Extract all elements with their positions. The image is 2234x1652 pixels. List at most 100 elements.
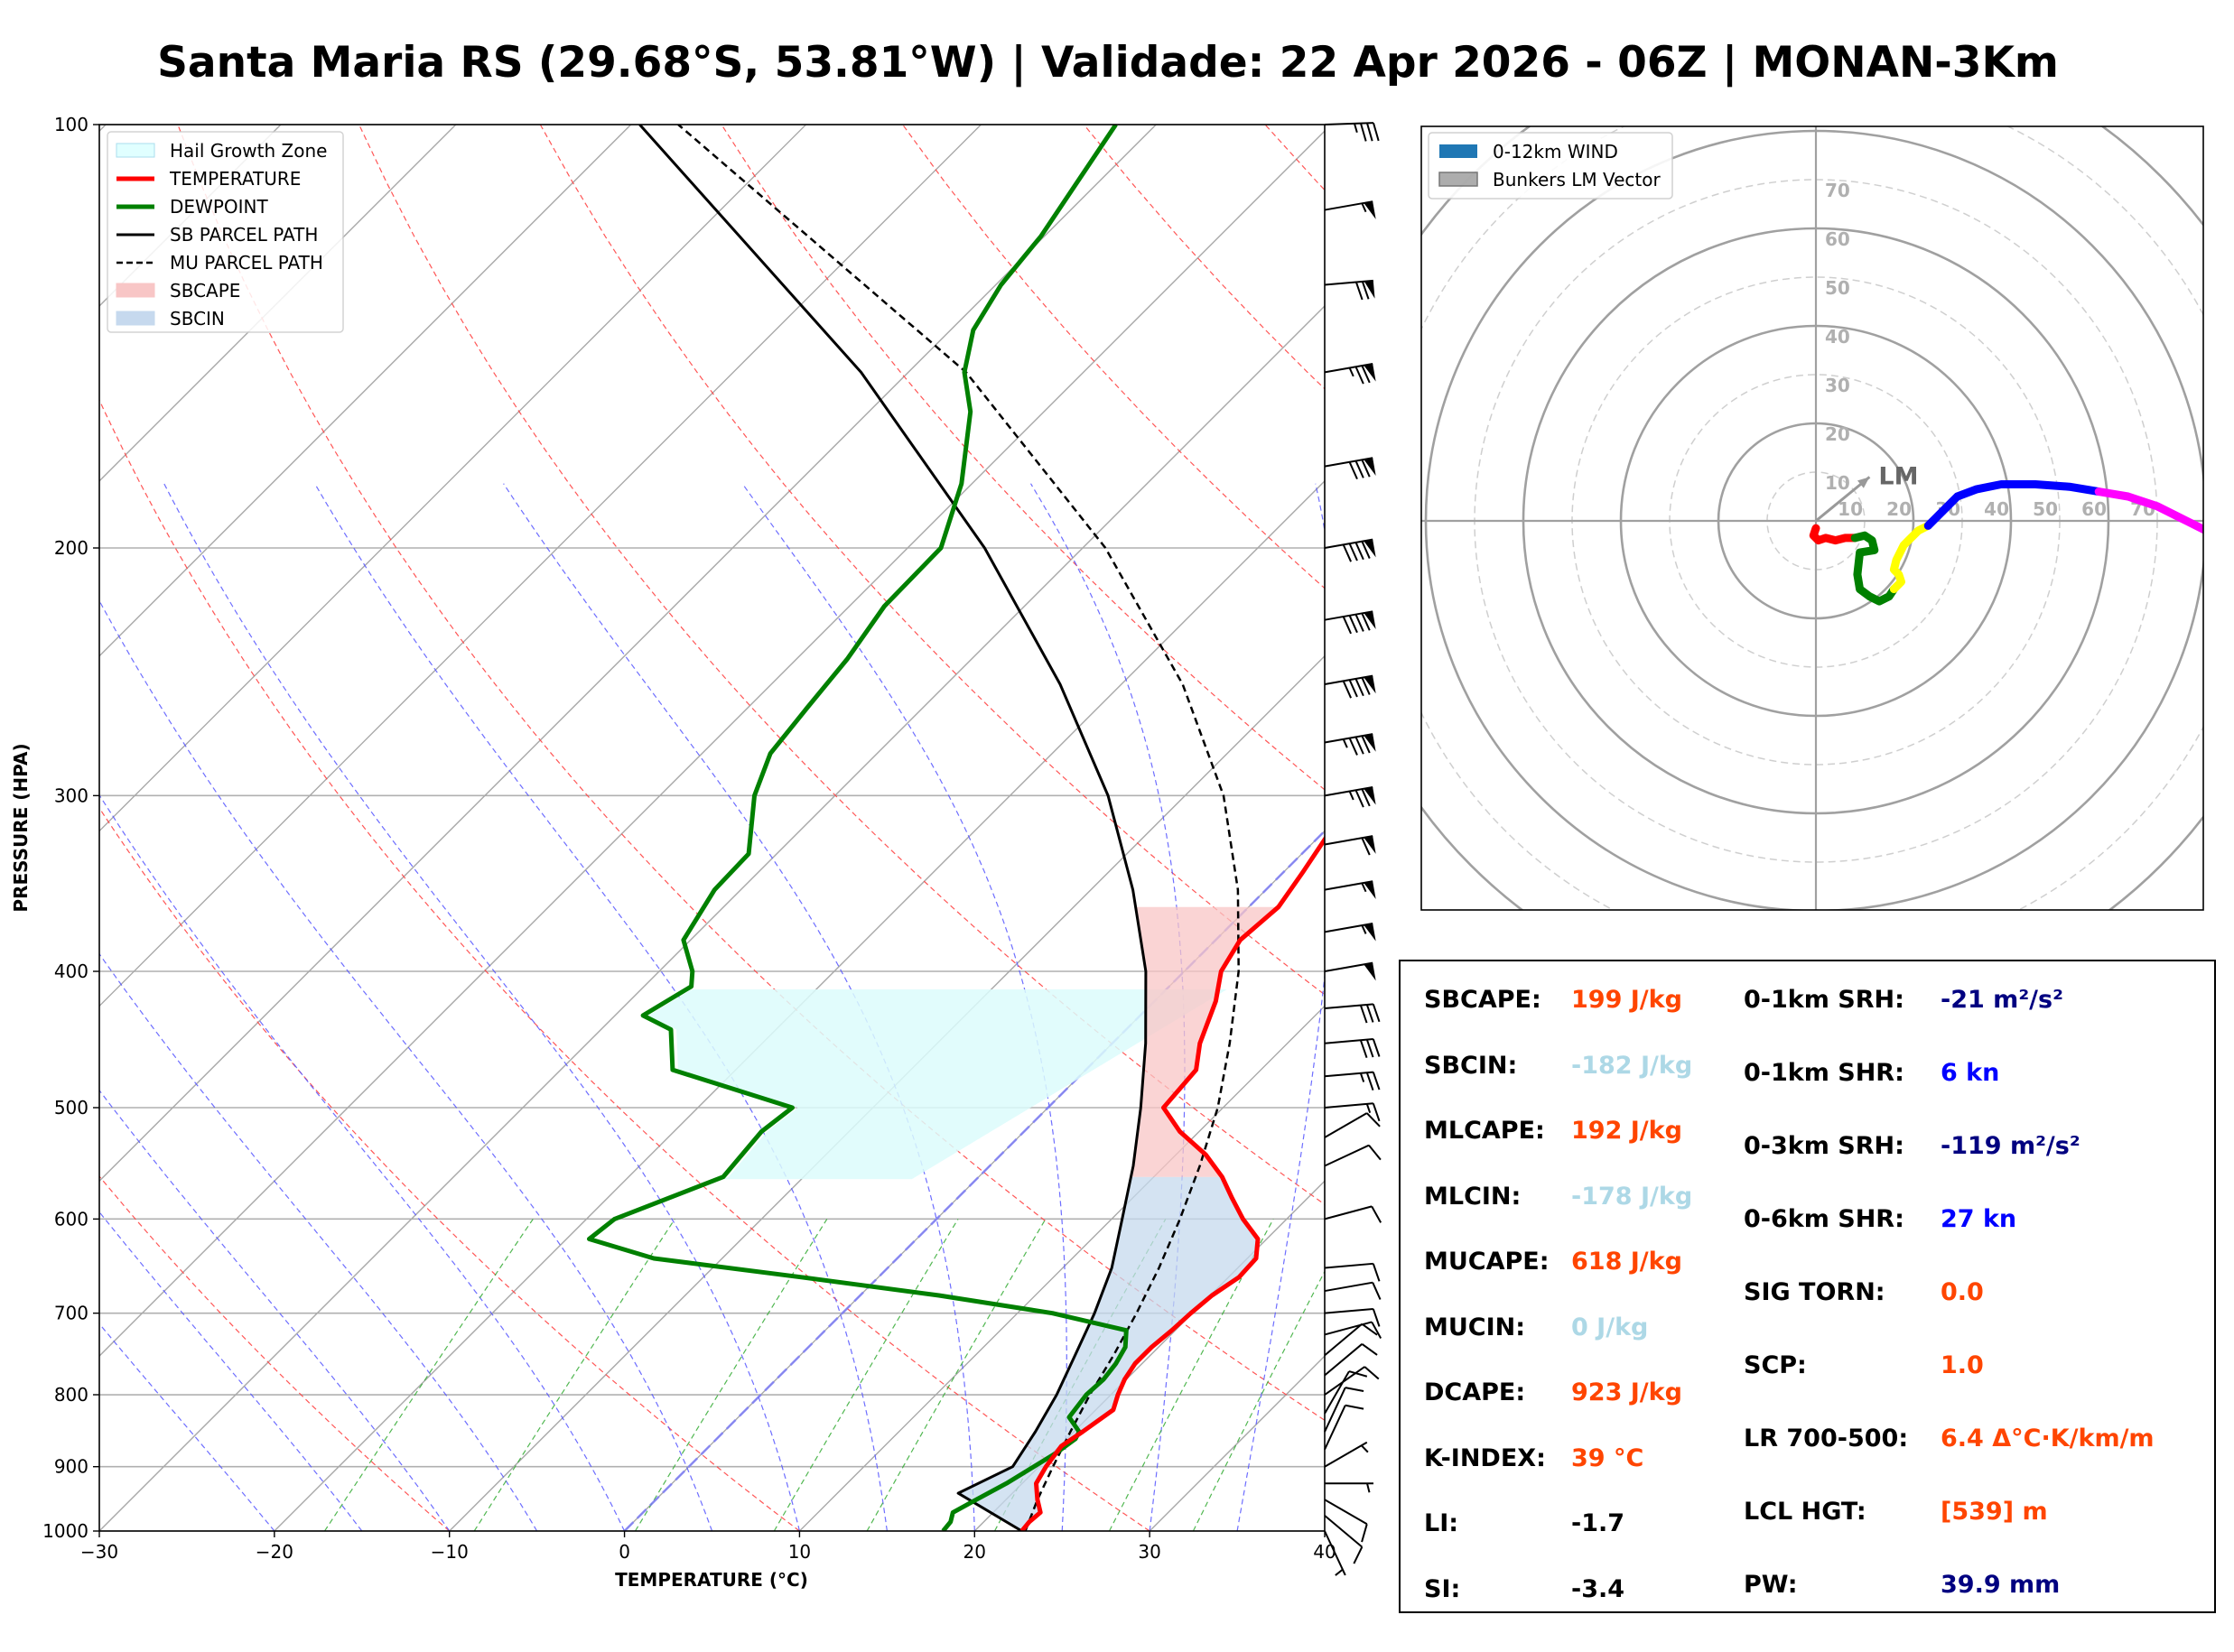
stat-label: MLCIN: [1424, 1182, 1522, 1211]
barb-full [1348, 679, 1358, 698]
x-tick-label: −10 [431, 1541, 469, 1563]
isotherm-line [99, 125, 982, 1007]
dry-adiabat [99, 398, 1150, 1531]
barb-full [1361, 1524, 1368, 1543]
barb-full [1342, 616, 1352, 635]
barb-staff [1324, 733, 1373, 744]
barb-full [1371, 1321, 1382, 1339]
barb-staff [1324, 1112, 1368, 1138]
barb-full [1361, 281, 1370, 300]
skew-t-background-lines [99, 125, 1325, 1531]
moist-adiabat [99, 1089, 451, 1531]
stat-label: LR 700-500: [1744, 1425, 1909, 1452]
stat-label: SCP: [1744, 1351, 1807, 1379]
legend-label: MU PARCEL PATH [170, 252, 323, 274]
hodo-legend-box [1428, 132, 1673, 200]
hodo-ring-label-x: 60 [2081, 498, 2107, 520]
barb-half [1342, 738, 1348, 748]
barb-full [1348, 738, 1358, 756]
barb-staff [1324, 1387, 1346, 1433]
barb-full [1372, 1263, 1381, 1282]
wind-barb [1324, 1038, 1381, 1059]
barb-full [1354, 789, 1364, 808]
barb-staff [1324, 362, 1373, 374]
sb-parcel-line [638, 125, 1148, 1531]
stats-panel: SBCAPE: 199 J/kg SBCIN: -182 J/kg MLCAPE: 192… [1399, 960, 2216, 1613]
barb-staff [1324, 1205, 1373, 1220]
skew-t-profiles [587, 125, 1325, 1531]
legend-swatch [116, 311, 155, 326]
barb-staff [1324, 1003, 1373, 1010]
stat-label: SI: [1424, 1574, 1461, 1603]
barb-staff [1324, 200, 1373, 211]
hodograph-legend: 0-12km WIND Bunkers LM Vector [1428, 132, 1673, 200]
dry-adiabat [539, 125, 1325, 996]
x-tick-label: 40 [1313, 1541, 1336, 1563]
wind-barb [1324, 1003, 1381, 1024]
wind-barb [1324, 835, 1376, 856]
skew-t-legend: Hail Growth Zone TEMPERATURE DEWPOINT SB PA… [107, 131, 344, 333]
x-tick-label: −20 [256, 1541, 293, 1563]
barb-full [1361, 541, 1371, 559]
barb-staff [1324, 1144, 1370, 1167]
x-tick-label: 10 [788, 1541, 811, 1563]
barb-staff [1324, 880, 1373, 891]
mixing-ratio-line [866, 1219, 1047, 1531]
hodo-segment [1889, 521, 1932, 594]
barb-full [1354, 736, 1364, 755]
barb-staff [1324, 1441, 1368, 1468]
hodo-segment [1850, 531, 1898, 606]
barb-full [1359, 1005, 1368, 1024]
wind-barbs [1324, 122, 1382, 1576]
barb-full [1361, 788, 1371, 807]
barb-staff [1324, 538, 1373, 549]
barb-flag [1364, 201, 1376, 219]
figure-title: Santa Maria RS (29.68°S, 53.81°W) | Vali… [157, 38, 2059, 88]
barb-full [1354, 542, 1364, 561]
isotherm-line [99, 125, 807, 832]
isotherm-line [99, 125, 1157, 1183]
wind-barb [1324, 1205, 1382, 1223]
barb-staff [1324, 1515, 1364, 1548]
barb-staff [1324, 1405, 1346, 1451]
barb-half [1354, 123, 1358, 134]
barb-full [1348, 543, 1358, 561]
moist-adiabat [163, 483, 800, 1531]
stat-value: 27 kn [1941, 1205, 2017, 1233]
stat-label: PW: [1744, 1571, 1798, 1599]
barb-flag [1364, 611, 1376, 630]
y-tick-label: 200 [54, 537, 88, 559]
wind-barb [1324, 1499, 1368, 1543]
wind-barb [1324, 200, 1376, 219]
barb-half [1361, 202, 1367, 213]
barb-flag [1364, 881, 1376, 899]
barb-half [1361, 924, 1367, 934]
stat-value: 192 J/kg [1571, 1117, 1682, 1145]
y-tick-label: 800 [54, 1384, 88, 1406]
barb-staff [1324, 1071, 1373, 1078]
x-tick-label: 20 [963, 1541, 986, 1563]
barb-half [1360, 1444, 1369, 1453]
legend-label: TEMPERATURE [169, 168, 301, 190]
hodo-segment [2094, 487, 2203, 534]
isotherm-line [99, 130, 1325, 1358]
dry-adiabat [177, 125, 1325, 1422]
wind-barb [1324, 674, 1376, 699]
hodo-ring-label-x: 50 [2033, 498, 2058, 520]
barb-full [1372, 1038, 1381, 1057]
barb-full [1348, 615, 1358, 634]
barb-staff [1324, 1366, 1365, 1396]
isotherm-line [99, 305, 1325, 1531]
barb-full [1371, 1205, 1382, 1223]
legend-label: SBCAPE [170, 280, 240, 302]
legend-swatch [116, 143, 155, 158]
barb-full [1361, 1343, 1378, 1356]
stat-value: 199 J/kg [1571, 986, 1682, 1014]
wind-barb [1324, 1530, 1346, 1576]
y-axis-label: PRESSURE (HPA) [10, 743, 32, 912]
isotherm-line [99, 125, 457, 482]
wind-barb [1324, 362, 1376, 385]
hodo-legend-label: Bunkers LM Vector [1493, 169, 1662, 190]
barb-flag [1364, 539, 1376, 558]
y-tick-label: 1000 [42, 1520, 88, 1542]
